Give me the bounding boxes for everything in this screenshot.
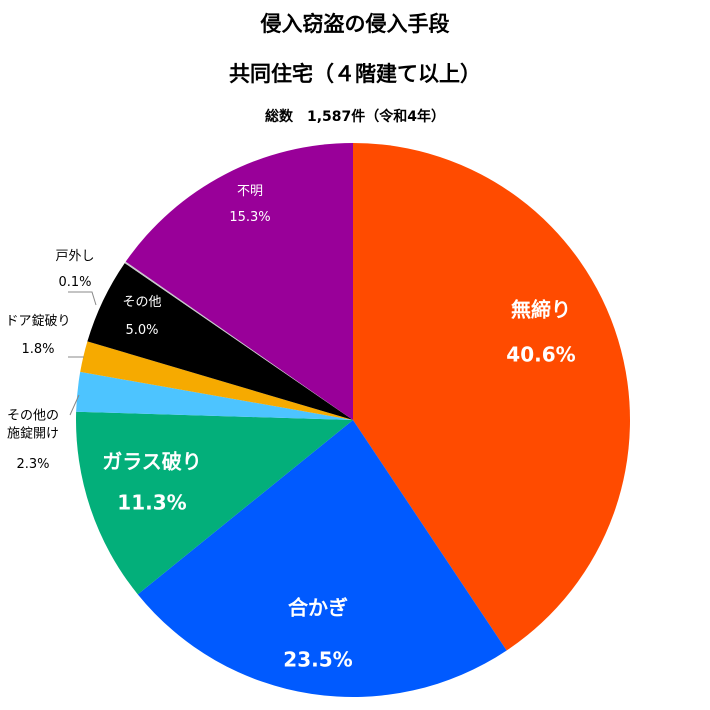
- pie-slice: [76, 371, 354, 420]
- pie-slice: [137, 420, 507, 697]
- slice-label: 不明: [236, 184, 264, 200]
- leader-line: [68, 291, 97, 306]
- pie-slice: [76, 411, 353, 595]
- value-label: 2.3%: [16, 457, 50, 473]
- slice-label: その他の 施錠開け: [6, 408, 60, 441]
- pie-slice: [80, 341, 353, 420]
- pie-slice: [353, 143, 630, 651]
- pie-slice: [87, 263, 354, 420]
- slice-label: ドア錠破り: [5, 314, 71, 330]
- value-label: 40.6%: [506, 342, 576, 367]
- slice-label: 無締り: [511, 297, 571, 322]
- pie-slice: [125, 143, 353, 420]
- slice-label: その他: [122, 295, 162, 311]
- value-label: 0.1%: [58, 275, 92, 291]
- pie-slice: [124, 261, 354, 420]
- value-label: 1.8%: [21, 342, 55, 358]
- leader-line: [69, 394, 80, 416]
- value-label: 11.3%: [117, 490, 187, 515]
- slice-label: 戸外し: [55, 249, 95, 265]
- value-label: 23.5%: [283, 647, 353, 672]
- chart-title: 共同住宅（４階建て以上）: [229, 62, 481, 86]
- value-label: 15.3%: [229, 210, 271, 226]
- slice-label: ガラス破り: [102, 449, 202, 474]
- value-label: 5.0%: [125, 323, 159, 339]
- chart-subtitle: 総数 1,587件（令和4年）: [264, 109, 446, 125]
- chart-title: 侵入窃盗の侵入手段: [260, 12, 450, 36]
- slice-label: 合かぎ: [288, 595, 348, 620]
